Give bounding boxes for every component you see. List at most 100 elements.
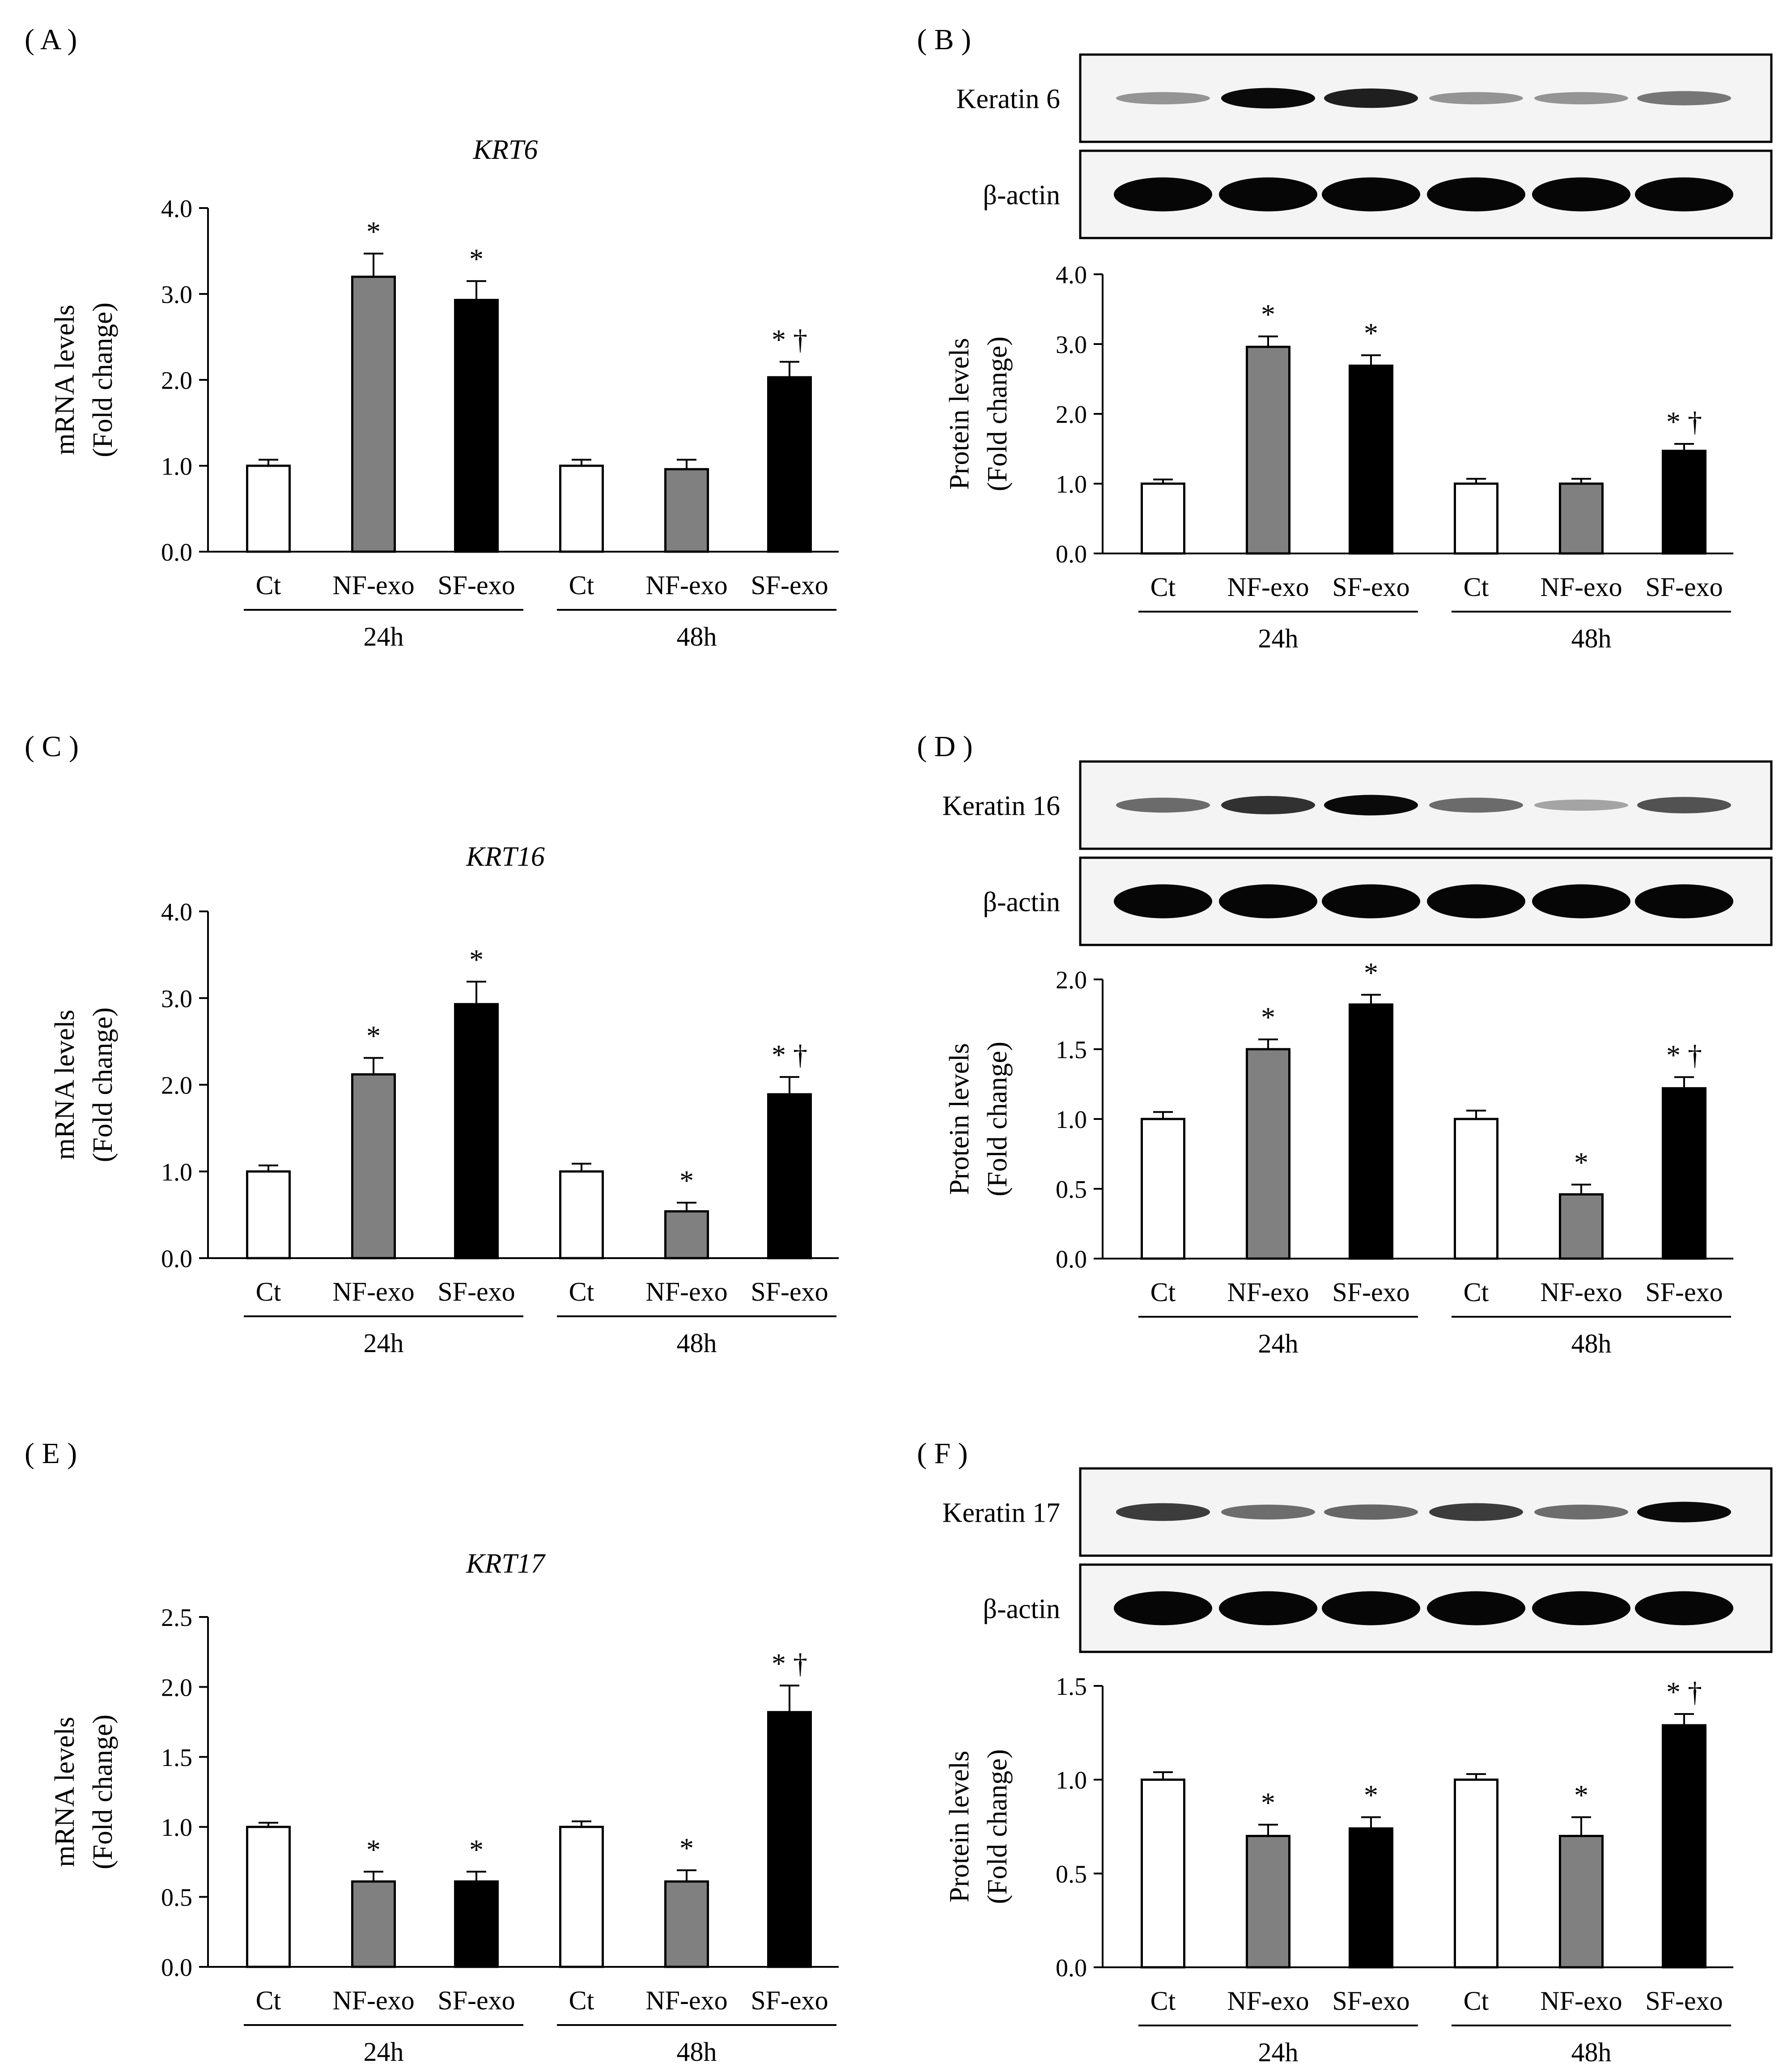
category-label: SF-exo (1645, 572, 1723, 602)
significance-mark: * (1364, 317, 1378, 349)
y-axis-label: mRNA levels (50, 1010, 80, 1160)
actin-band (1114, 1591, 1212, 1625)
y-tick-label: 3.0 (161, 985, 192, 1013)
group-label: 24h (364, 2037, 404, 2067)
category-label: Ct (256, 1277, 281, 1306)
panel-label: ( F ) (917, 1437, 968, 1470)
category-label: Ct (1150, 572, 1176, 602)
significance-mark: * (469, 1834, 484, 1865)
actin-band (1427, 177, 1525, 212)
significance-mark: * (1364, 957, 1378, 988)
group-label: 24h (1258, 1329, 1299, 1358)
category-label: Ct (1464, 572, 1489, 602)
bar-sf-exo (1349, 1003, 1393, 1260)
group-label: 48h (677, 622, 717, 651)
actin-band (1532, 884, 1630, 919)
significance-mark: * (469, 243, 484, 275)
significance-mark: * (1364, 1779, 1378, 1811)
actin-band (1219, 884, 1317, 919)
category-label: Ct (569, 1986, 594, 2015)
bar-ct (559, 1825, 604, 1968)
category-label: SF-exo (437, 1277, 515, 1306)
y-tick-label: 4.0 (161, 898, 192, 926)
y-axis-label: (Fold change) (88, 1007, 118, 1162)
actin-band (1219, 177, 1317, 212)
y-tick-label: 1.0 (1056, 1767, 1087, 1795)
category-label: NF-exo (1540, 572, 1622, 602)
y-axis-label: (Fold change) (88, 1715, 118, 1869)
bar-sf-exo (1349, 1827, 1393, 1969)
category-label: NF-exo (1540, 1277, 1622, 1307)
category-label: NF-exo (645, 570, 727, 600)
keratin-band (1221, 796, 1315, 815)
significance-mark: * † (1666, 406, 1702, 438)
y-tick-label: 1.0 (1056, 1106, 1087, 1134)
y-axis-label: (Fold change) (982, 1749, 1013, 1904)
bar-sf-exo (1662, 450, 1706, 555)
bar-ct (559, 464, 604, 553)
y-tick-label: 0.0 (161, 539, 192, 566)
y-tick-label: 4.0 (1056, 261, 1087, 289)
group-label: 48h (1571, 624, 1612, 653)
significance-mark: * (679, 1165, 694, 1196)
bar-ct (1141, 1118, 1185, 1260)
panel-d: ( D ) Keratin 16 β-actin 0.0 0.5 1.0 1.5 2.0 Pro… (917, 730, 1773, 1358)
panel-label: ( C ) (25, 730, 79, 763)
group-label: 48h (1571, 1329, 1612, 1358)
significance-mark: * † (1666, 1676, 1702, 1708)
y-tick-label: 1.5 (1056, 1036, 1087, 1064)
group-label: 48h (1571, 2038, 1612, 2067)
category-label: Ct (1464, 1986, 1489, 2016)
bar-ct (1454, 1118, 1498, 1260)
bar-nf-exo (1246, 345, 1290, 555)
keratin-band (1534, 1504, 1628, 1520)
keratin-band (1429, 1503, 1523, 1521)
panel-label: ( B ) (917, 23, 971, 56)
y-tick-label: 2.0 (1056, 401, 1087, 429)
panel-label: ( A ) (25, 23, 77, 56)
y-axis-label: (Fold change) (88, 302, 118, 457)
category-label: NF-exo (1227, 1986, 1309, 2016)
blot-label: Keratin 17 (942, 1498, 1060, 1528)
significance-mark: * (366, 1020, 381, 1051)
actin-band (1635, 884, 1733, 919)
category-label: SF-exo (1332, 1986, 1409, 2016)
y-axis-label: Protein levels (944, 1043, 975, 1195)
bar-ct (246, 464, 291, 553)
loading-control-label: β-actin (983, 1594, 1060, 1625)
y-tick-label: 0.0 (161, 1245, 192, 1273)
loading-control-label: β-actin (983, 887, 1060, 918)
keratin-band (1116, 1503, 1210, 1521)
actin-band (1427, 884, 1525, 919)
keratin-band (1637, 91, 1731, 106)
y-axis-label: Protein levels (944, 1751, 975, 1902)
bar-ct (1141, 482, 1185, 555)
actin-band (1532, 1591, 1630, 1625)
category-label: NF-exo (332, 1986, 414, 2015)
y-tick-label: 4.0 (161, 195, 192, 223)
y-axis-label: Protein levels (944, 338, 975, 489)
category-label: Ct (256, 1986, 281, 2015)
significance-mark: * (1574, 1147, 1588, 1179)
actin-band (1114, 884, 1212, 919)
significance-mark: * † (1666, 1039, 1702, 1071)
blot-label: Keratin 16 (942, 791, 1060, 821)
y-tick-label: 2.0 (1056, 966, 1087, 994)
significance-mark: * † (772, 1647, 807, 1679)
significance-mark: * (679, 1832, 694, 1864)
bar-sf-exo (767, 376, 812, 553)
y-tick-label: 0.5 (1056, 1176, 1087, 1204)
y-axis-label: (Fold change) (982, 336, 1013, 491)
y-tick-label: 2.0 (161, 367, 192, 395)
category-label: NF-exo (1540, 1986, 1622, 2016)
y-tick-label: 2.0 (161, 1674, 192, 1702)
bar-sf-exo (1662, 1087, 1706, 1260)
actin-band (1322, 1591, 1420, 1625)
category-label: SF-exo (437, 570, 515, 600)
panel-e: ( E ) KRT17 0.0 0.5 1.0 1.5 2.0 2.5 mRNA levels (… (25, 1437, 839, 2067)
keratin-band (1534, 799, 1628, 811)
group-label: 48h (677, 1328, 717, 1358)
bar-nf-exo (1559, 482, 1604, 555)
panel-b: ( B ) Keratin 6 β-actin 0.0 1.0 2.0 3.0 4.0 Prot… (917, 23, 1773, 653)
